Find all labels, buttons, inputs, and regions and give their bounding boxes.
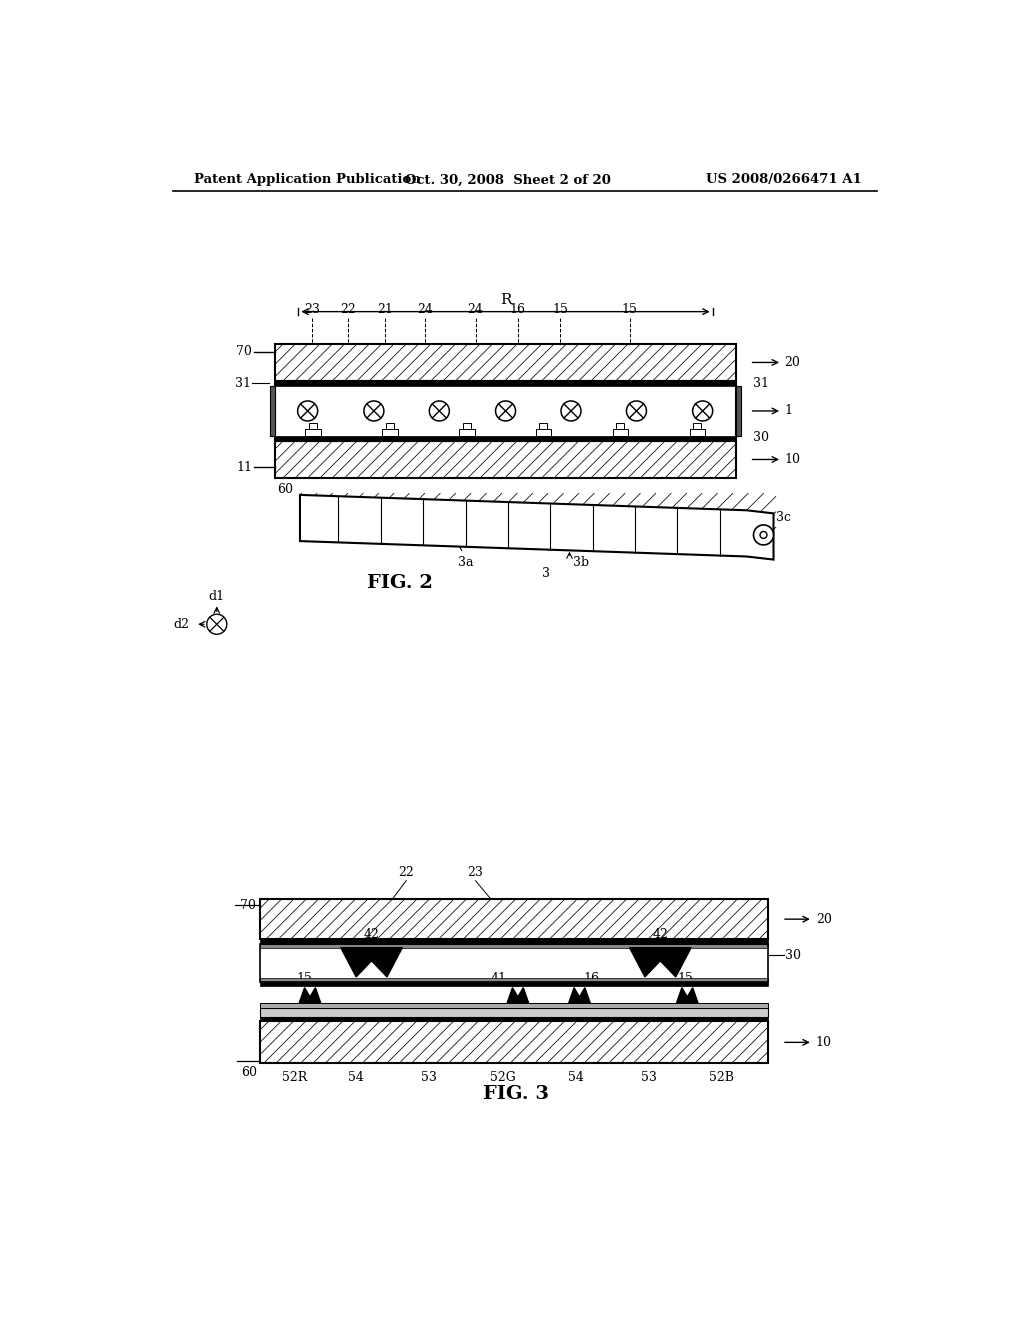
Circle shape <box>298 401 317 421</box>
Polygon shape <box>300 495 773 560</box>
Bar <box>540 424 547 429</box>
Text: 60: 60 <box>241 1067 257 1080</box>
Bar <box>275 381 736 441</box>
Bar <box>270 387 275 436</box>
Polygon shape <box>677 987 698 1003</box>
Polygon shape <box>341 948 402 977</box>
Bar <box>260 899 768 940</box>
Circle shape <box>760 532 767 539</box>
Polygon shape <box>630 948 691 977</box>
Bar <box>260 940 768 944</box>
Text: 31: 31 <box>753 376 769 389</box>
Text: 42: 42 <box>364 928 380 941</box>
Text: 22: 22 <box>398 866 414 879</box>
Bar <box>260 1003 768 1007</box>
Text: R: R <box>500 293 511 308</box>
Text: 52G: 52G <box>489 1071 515 1084</box>
Text: 20: 20 <box>784 356 800 370</box>
Bar <box>275 345 736 381</box>
Bar <box>736 387 741 436</box>
Text: 30: 30 <box>785 949 801 962</box>
Circle shape <box>627 401 646 421</box>
Polygon shape <box>299 987 321 1003</box>
Bar <box>260 1020 768 1063</box>
Text: 10: 10 <box>816 1036 831 1049</box>
Text: 70: 70 <box>241 899 256 912</box>
Text: 53: 53 <box>641 1071 656 1084</box>
Bar <box>260 978 768 982</box>
Text: 70: 70 <box>237 345 252 358</box>
Bar <box>260 1016 768 1020</box>
Bar <box>260 982 768 986</box>
Text: 41: 41 <box>490 972 507 985</box>
Bar <box>260 1007 768 1016</box>
Circle shape <box>207 614 226 635</box>
Bar <box>536 429 551 436</box>
Text: 42: 42 <box>652 928 669 941</box>
Text: 23: 23 <box>468 866 483 879</box>
Text: 15: 15 <box>552 304 568 317</box>
Bar <box>275 441 736 478</box>
Circle shape <box>429 401 450 421</box>
Bar <box>275 387 736 436</box>
Text: 54: 54 <box>567 1071 584 1084</box>
Bar <box>260 948 768 978</box>
Text: 1: 1 <box>784 404 793 417</box>
Circle shape <box>364 401 384 421</box>
Circle shape <box>754 525 773 545</box>
Text: 54: 54 <box>348 1071 365 1084</box>
Text: d1: d1 <box>209 590 225 603</box>
Text: d2: d2 <box>174 618 189 631</box>
Bar <box>693 424 701 429</box>
Text: 3a: 3a <box>458 557 473 569</box>
Polygon shape <box>568 987 590 1003</box>
Text: 16: 16 <box>583 972 599 985</box>
Text: 3b: 3b <box>573 557 590 569</box>
Text: 23: 23 <box>304 304 321 317</box>
Bar <box>305 429 321 436</box>
Bar <box>382 429 397 436</box>
Text: 15: 15 <box>677 972 693 985</box>
Text: 3c: 3c <box>776 511 791 524</box>
Bar <box>460 429 475 436</box>
Text: 31: 31 <box>234 376 251 389</box>
Bar <box>309 424 316 429</box>
Text: 30: 30 <box>753 430 769 444</box>
Text: 22: 22 <box>341 304 356 317</box>
Text: 15: 15 <box>297 972 312 985</box>
Text: Patent Application Publication: Patent Application Publication <box>194 173 421 186</box>
Text: FIG. 2: FIG. 2 <box>368 574 433 593</box>
Bar <box>275 436 736 441</box>
Text: 3: 3 <box>543 568 550 581</box>
Bar <box>275 381 736 387</box>
Text: 53: 53 <box>422 1071 437 1084</box>
Bar <box>260 944 768 948</box>
Bar <box>260 944 768 982</box>
Text: 60: 60 <box>276 483 293 495</box>
Text: 20: 20 <box>816 912 831 925</box>
Bar <box>689 429 705 436</box>
Text: 10: 10 <box>784 453 801 466</box>
Text: 21: 21 <box>377 304 392 317</box>
Text: 52B: 52B <box>710 1071 734 1084</box>
Text: 24: 24 <box>418 304 433 317</box>
Text: 24: 24 <box>468 304 483 317</box>
Text: 15: 15 <box>622 304 638 317</box>
Circle shape <box>561 401 581 421</box>
Text: US 2008/0266471 A1: US 2008/0266471 A1 <box>707 173 862 186</box>
Bar <box>463 424 471 429</box>
Text: Oct. 30, 2008  Sheet 2 of 20: Oct. 30, 2008 Sheet 2 of 20 <box>404 173 610 186</box>
Circle shape <box>692 401 713 421</box>
Polygon shape <box>507 987 528 1003</box>
Text: FIG. 3: FIG. 3 <box>482 1085 549 1104</box>
Bar <box>616 424 625 429</box>
Text: 16: 16 <box>510 304 526 317</box>
Circle shape <box>496 401 515 421</box>
Bar <box>612 429 628 436</box>
Text: 52R: 52R <box>282 1071 307 1084</box>
Bar <box>386 424 394 429</box>
Text: 11: 11 <box>237 461 252 474</box>
